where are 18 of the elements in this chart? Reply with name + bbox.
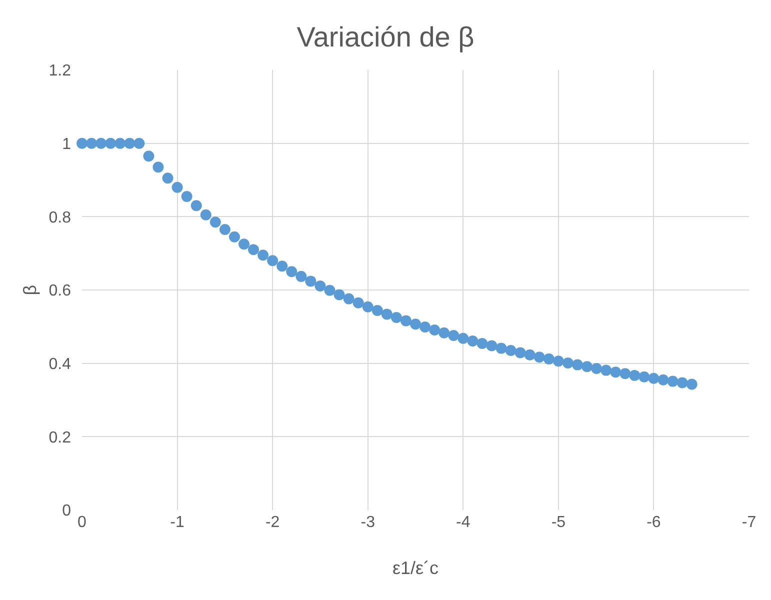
y-tick-label: 1: [62, 136, 72, 153]
y-tick-label: 1.2: [48, 62, 72, 80]
x-tick-label: -5: [551, 514, 566, 531]
x-axis-title: ε1/ε´c: [392, 558, 439, 578]
y-tick-label: 0.2: [48, 429, 72, 446]
x-tick-label: -2: [265, 514, 280, 531]
x-tick-label: 0: [78, 514, 87, 531]
x-tick-label: -1: [170, 514, 184, 531]
y-tick-label: 0: [62, 502, 72, 520]
x-tick-label: -7: [742, 514, 756, 531]
y-tick-label: 0.6: [48, 282, 72, 300]
chart-title: Variación de β: [296, 22, 474, 53]
x-tick-label: -3: [360, 514, 376, 531]
y-axis-title: β: [20, 284, 40, 296]
x-tick-label: -4: [456, 514, 470, 531]
x-tick-label: -6: [646, 514, 661, 531]
y-tick-label: 0.4: [48, 356, 72, 373]
y-tick-label: 0.8: [48, 209, 72, 226]
